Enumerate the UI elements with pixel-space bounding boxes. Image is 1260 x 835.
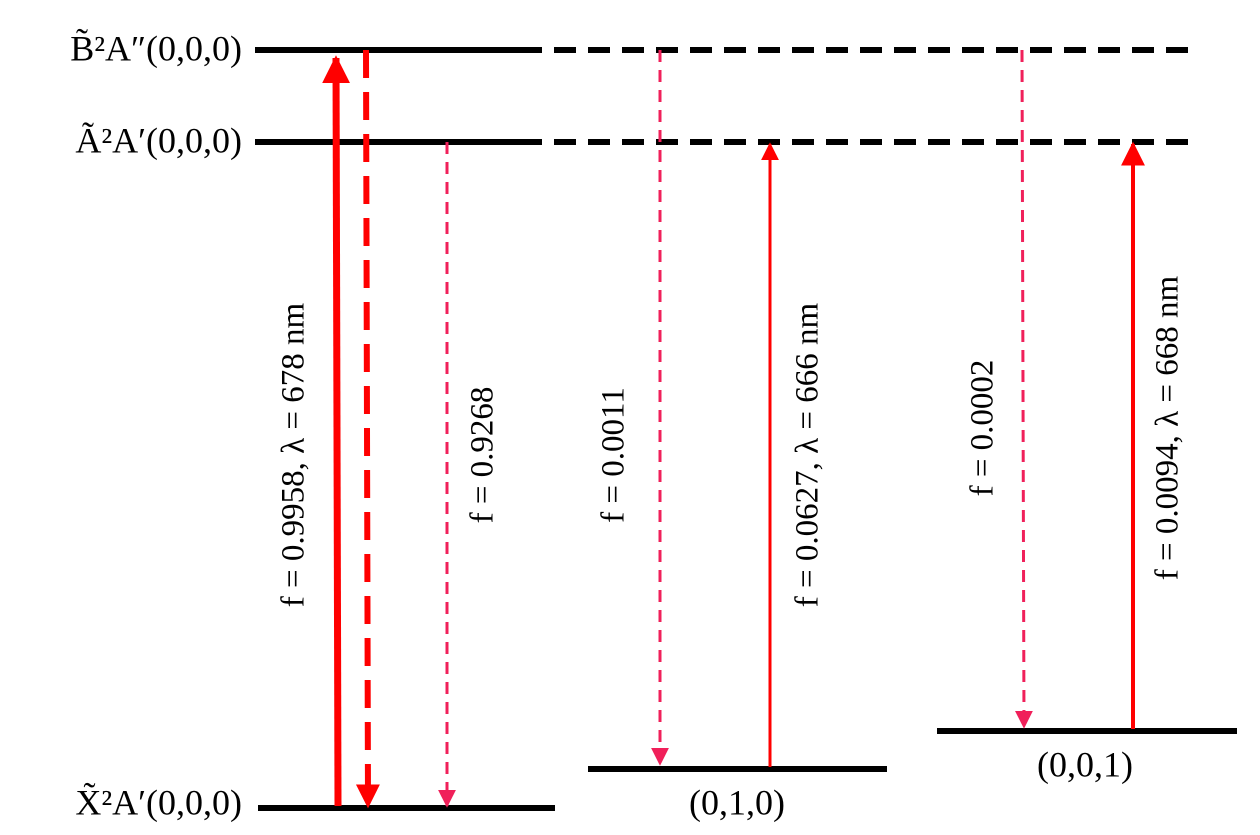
emission-arrow	[355, 49, 380, 809]
absorption-arrow	[322, 55, 351, 807]
transition-label: f = 0.9268	[465, 387, 501, 524]
levels	[255, 47, 1237, 811]
transition-label: f = 0.9958, λ = 678 nm	[276, 302, 312, 607]
level-label: (0,1,0)	[689, 782, 785, 822]
level-label: X̃²A′(0,0,0)	[75, 782, 242, 822]
level-label: B̃²A″(0,0,0)	[70, 28, 242, 68]
transition-label: f = 0.0627, λ = 666 nm	[790, 302, 826, 607]
emission-arrow	[1014, 49, 1033, 729]
level-label: Ã²A′(0,0,0)	[75, 120, 242, 160]
transition-label: f = 0.0002	[965, 360, 1001, 497]
level-label: (0,0,1)	[1037, 744, 1133, 784]
transition-label: f = 0.0011	[596, 387, 632, 523]
transition-label: f = 0.0094, λ = 668 nm	[1150, 275, 1186, 580]
